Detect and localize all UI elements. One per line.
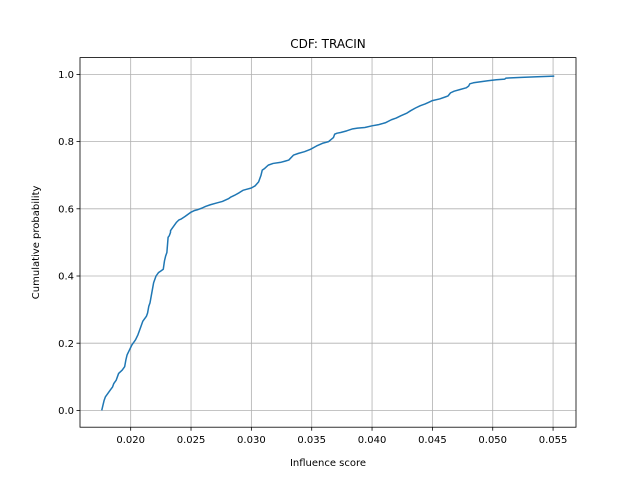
y-tick-label: 0.6: [58, 204, 74, 215]
x-tick-label: 0.040: [358, 435, 387, 446]
x-tick-label: 0.045: [418, 435, 447, 446]
y-tick-label: 0.0: [58, 406, 74, 417]
y-axis-label: Cumulative probability: [31, 186, 42, 300]
x-tick-label: 0.035: [297, 435, 326, 446]
plot-frame: [79, 57, 577, 428]
x-axis-label: Influence score: [290, 458, 366, 469]
y-tick-label: 1.0: [58, 70, 74, 81]
series-layer: [100, 75, 555, 411]
y-tick-label: 0.8: [58, 137, 74, 148]
cdf-line: [100, 75, 555, 411]
x-tick-label: 0.050: [478, 435, 507, 446]
x-tick-label: 0.025: [177, 435, 206, 446]
chart-title: CDF: TRACIN: [290, 37, 366, 51]
y-tick-label: 0.4: [58, 272, 74, 283]
x-axis: 0.020 0.025 0.030 0.035 0.040 0.045 0.050 0.055: [116, 427, 567, 446]
x-tick-label: 0.030: [237, 435, 266, 446]
x-tick-label: 0.055: [539, 435, 568, 446]
x-tick-label: 0.020: [116, 435, 145, 446]
y-tick-label: 0.2: [58, 339, 74, 350]
y-axis: 0.0 0.2 0.4 0.6 0.8 1.0: [58, 70, 80, 417]
